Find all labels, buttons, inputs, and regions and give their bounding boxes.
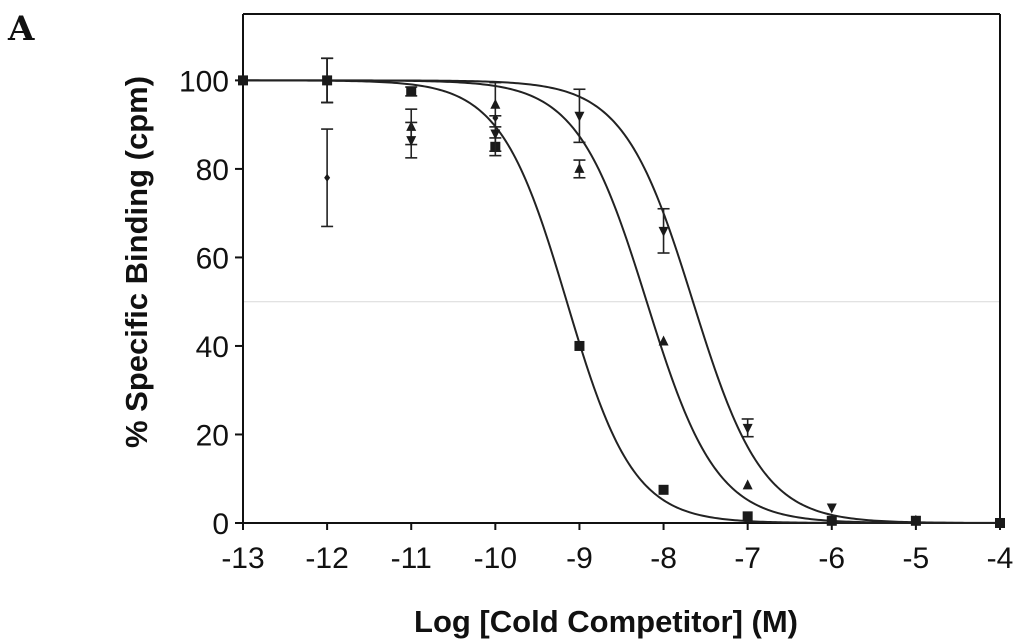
x-tick-label: -11 bbox=[391, 542, 432, 575]
x-tick-label: -8 bbox=[650, 542, 677, 575]
point-diamond bbox=[492, 114, 499, 123]
y-tick-label: 100 bbox=[179, 65, 229, 98]
y-tick-label: 20 bbox=[196, 419, 229, 452]
point-triangle-down bbox=[742, 423, 753, 434]
x-tick-label: -12 bbox=[305, 542, 348, 575]
y-tick-label: 40 bbox=[196, 331, 229, 364]
point-square bbox=[742, 511, 753, 522]
point-triangle-down bbox=[490, 129, 501, 140]
fit-curve-triangle-down bbox=[243, 79, 1000, 524]
point-triangle-down bbox=[574, 111, 585, 122]
point-triangle-down bbox=[322, 76, 333, 87]
y-tick-label: 0 bbox=[212, 508, 229, 541]
y-tick-label: 80 bbox=[196, 154, 229, 187]
point-triangle-up bbox=[742, 479, 753, 490]
x-tick-label: -10 bbox=[474, 542, 517, 575]
x-tick-label: -13 bbox=[221, 542, 264, 575]
point-square bbox=[658, 484, 669, 495]
point-diamond bbox=[324, 173, 331, 182]
point-square bbox=[574, 340, 585, 351]
plot-area: -13 -12 -11 -10 -9 -8 -7 -6 -5 -4 0 20 40 60 80 100 bbox=[179, 13, 1014, 575]
x-tick-label: -7 bbox=[734, 542, 761, 575]
x-axis-title: Log [Cold Competitor] (M) bbox=[414, 604, 798, 639]
x-tick-label: -5 bbox=[903, 542, 930, 575]
point-triangle-up bbox=[574, 162, 585, 173]
point-triangle-down bbox=[910, 516, 921, 527]
y-tick-label: 60 bbox=[196, 242, 229, 275]
point-triangle-down bbox=[658, 226, 669, 237]
panel-label: A bbox=[7, 9, 35, 49]
point-triangle-down bbox=[995, 519, 1005, 529]
point-triangle-up bbox=[826, 514, 837, 525]
point-square bbox=[406, 86, 417, 97]
point-diamond bbox=[240, 76, 246, 85]
point-triangle-down bbox=[826, 503, 837, 514]
x-tick-label: -4 bbox=[987, 542, 1014, 575]
point-triangle-up bbox=[658, 335, 669, 346]
y-axis-title: % Specific Binding (cpm) bbox=[119, 76, 154, 448]
point-triangle-up bbox=[490, 98, 501, 109]
x-tick-label: -6 bbox=[818, 542, 845, 575]
point-triangle-down bbox=[406, 136, 417, 147]
x-tick-label: -9 bbox=[566, 542, 593, 575]
